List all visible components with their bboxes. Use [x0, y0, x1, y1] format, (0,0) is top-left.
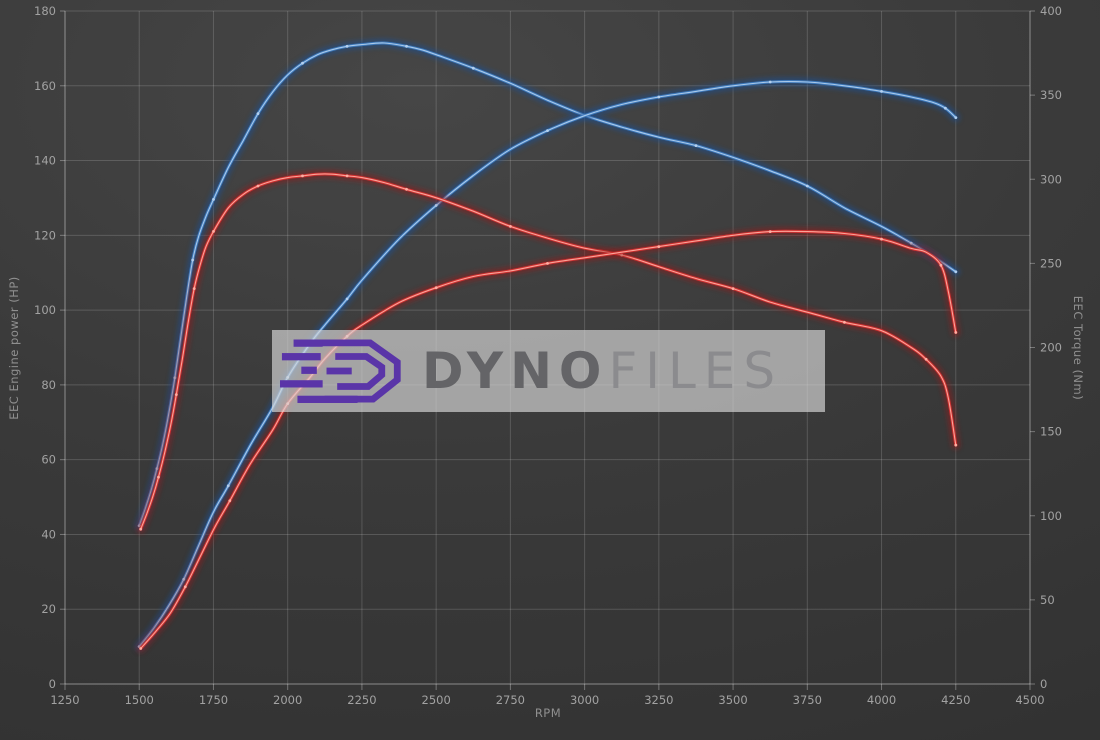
x-tick-label: 2500	[422, 693, 451, 707]
y-right-tick-label: 0	[1040, 677, 1047, 691]
x-tick-label: 1250	[50, 693, 79, 707]
y-right-tick-label: 350	[1040, 88, 1062, 102]
x-tick-label: 2750	[496, 693, 525, 707]
marker-power-blue	[546, 129, 549, 133]
marker-torque-red	[924, 357, 928, 361]
marker-power-red	[139, 647, 143, 650]
curves-layer	[134, 38, 961, 653]
marker-torque-red	[192, 287, 196, 290]
marker-torque-red	[731, 287, 735, 290]
y-right-tick-label: 150	[1040, 425, 1062, 439]
y-axis-title-left: EEC Engine power (HP)	[7, 276, 21, 420]
y-right-tick-label: 300	[1040, 172, 1062, 186]
y-right-tick-label: 400	[1040, 4, 1062, 18]
marker-power-blue	[768, 80, 772, 84]
dynofiles-logo-icon	[280, 339, 401, 403]
curve-torque-blue-core	[138, 42, 957, 527]
y-left-tick-label: 100	[34, 303, 56, 317]
marker-power-red	[939, 263, 943, 267]
x-tick-label: 3500	[718, 693, 747, 707]
marker-torque-blue	[954, 270, 958, 274]
y-left-tick-label: 140	[34, 154, 56, 168]
marker-torque-blue	[405, 44, 408, 48]
marker-torque-red	[301, 174, 304, 178]
y-left-tick-label: 160	[34, 79, 56, 93]
marker-power-blue	[226, 484, 230, 488]
curve-power-red-glow	[136, 226, 961, 653]
x-tick-label: 4500	[1015, 693, 1044, 707]
marker-torque-red	[139, 527, 143, 531]
y-right-tick-label: 250	[1040, 256, 1062, 270]
y-left-tick-label: 120	[34, 228, 56, 242]
marker-power-red	[880, 237, 883, 241]
y-left-tick-label: 20	[41, 602, 56, 616]
brand-text-dyno: Dyno	[422, 342, 609, 400]
tick-label-layer: 1250 1500 1750 2000 2250 2500 2750 3000 3250 3500…	[34, 4, 1062, 707]
y-axis-title-right: EEC Torque (Nm)	[1071, 296, 1085, 400]
marker-power-red	[228, 499, 232, 503]
marker-power-red	[954, 331, 958, 334]
marker-torque-red	[212, 230, 215, 233]
marker-torque-blue	[345, 44, 349, 48]
brand-text-files: Files	[608, 342, 784, 400]
y-left-tick-label: 60	[41, 453, 56, 467]
marker-torque-blue	[256, 112, 260, 115]
y-right-tick-label: 50	[1040, 593, 1055, 607]
marker-power-red	[434, 286, 438, 290]
marker-power-blue	[954, 116, 958, 119]
curve-power-blue-core	[138, 81, 957, 648]
x-axis-title: RPM	[535, 706, 561, 720]
marker-torque-blue	[191, 258, 195, 262]
x-tick-label: 2000	[273, 693, 302, 707]
marker-torque-red	[256, 184, 260, 188]
x-tick-label: 4000	[867, 693, 896, 707]
curve-power-red-core	[140, 230, 957, 650]
y-left-tick-label: 80	[41, 378, 56, 392]
dynofiles-wordmark: Dyno Files	[422, 346, 783, 396]
y-right-tick-label: 100	[1040, 509, 1062, 523]
x-tick-label: 3000	[570, 693, 599, 707]
marker-power-red	[546, 262, 549, 265]
y-right-tick-label: 200	[1040, 341, 1062, 355]
marker-torque-red	[157, 475, 160, 479]
marker-power-red	[657, 245, 661, 249]
marker-torque-blue	[301, 61, 304, 65]
marker-power-blue	[944, 106, 947, 110]
x-tick-label: 4250	[941, 693, 970, 707]
x-tick-label: 3250	[644, 693, 673, 707]
marker-torque-red	[174, 393, 178, 396]
dynofiles-watermark: Dyno Files	[272, 330, 825, 412]
marker-power-blue	[657, 95, 661, 99]
marker-torque-red	[843, 320, 846, 324]
marker-torque-blue	[212, 198, 215, 201]
x-tick-label: 2250	[347, 693, 376, 707]
marker-power-red	[183, 585, 187, 589]
marker-torque-red	[509, 225, 512, 228]
marker-torque-blue	[805, 184, 809, 188]
y-left-tick-label: 40	[41, 527, 56, 541]
marker-power-blue	[345, 297, 349, 301]
marker-power-blue	[880, 90, 883, 93]
marker-torque-blue	[471, 66, 475, 70]
marker-power-red	[768, 230, 772, 234]
marker-torque-blue	[694, 144, 698, 148]
x-tick-label: 1750	[199, 693, 228, 707]
marker-torque-red	[954, 443, 958, 447]
x-tick-label: 1500	[125, 693, 154, 707]
axis-layer	[60, 10, 1035, 690]
x-tick-label: 3750	[793, 693, 822, 707]
y-left-tick-label: 180	[34, 4, 56, 18]
y-left-tick-label: 0	[49, 677, 56, 691]
marker-torque-red	[345, 174, 349, 178]
marker-torque-red	[405, 187, 408, 191]
marker-power-blue	[434, 204, 438, 207]
